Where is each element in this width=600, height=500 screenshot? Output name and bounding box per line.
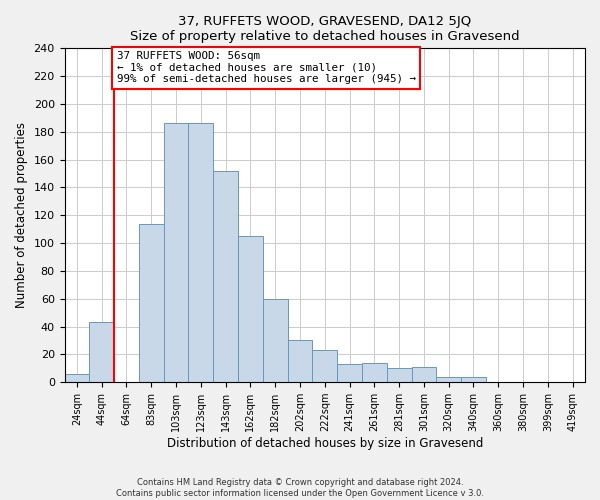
Text: Contains HM Land Registry data © Crown copyright and database right 2024.
Contai: Contains HM Land Registry data © Crown c… [116, 478, 484, 498]
Title: 37, RUFFETS WOOD, GRAVESEND, DA12 5JQ
Size of property relative to detached hous: 37, RUFFETS WOOD, GRAVESEND, DA12 5JQ Si… [130, 15, 520, 43]
Y-axis label: Number of detached properties: Number of detached properties [15, 122, 28, 308]
Bar [287, 340, 313, 382]
Bar [238, 236, 263, 382]
Bar [412, 367, 436, 382]
Bar [313, 350, 337, 382]
Bar [436, 376, 461, 382]
Bar [65, 374, 89, 382]
Bar [89, 322, 114, 382]
Bar [263, 298, 287, 382]
Bar [139, 224, 164, 382]
Bar [164, 124, 188, 382]
Bar [461, 376, 486, 382]
Bar [362, 362, 387, 382]
X-axis label: Distribution of detached houses by size in Gravesend: Distribution of detached houses by size … [167, 437, 483, 450]
Bar [188, 124, 213, 382]
Bar [213, 171, 238, 382]
Bar [387, 368, 412, 382]
Text: 37 RUFFETS WOOD: 56sqm
← 1% of detached houses are smaller (10)
99% of semi-deta: 37 RUFFETS WOOD: 56sqm ← 1% of detached … [116, 51, 416, 84]
Bar [337, 364, 362, 382]
